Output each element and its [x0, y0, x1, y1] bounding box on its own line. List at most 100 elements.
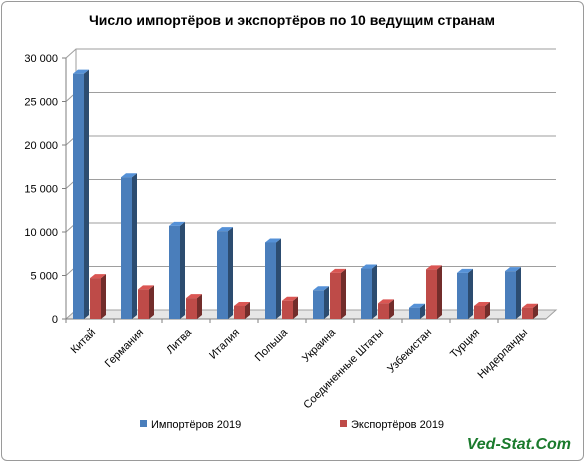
bar: [505, 267, 521, 319]
bar-front: [138, 289, 149, 319]
x-tick-label: Соединенные Штаты: [301, 327, 386, 412]
bar-top: [138, 285, 154, 290]
bar-top: [505, 267, 521, 272]
bar-side: [101, 274, 106, 319]
y-tick-label: 10 000: [24, 227, 58, 239]
bar-front: [522, 307, 533, 319]
bar-top: [474, 301, 490, 306]
y-tick-label: 25 000: [24, 97, 58, 109]
bar-front: [234, 305, 245, 319]
bar-front: [217, 231, 228, 319]
bar-side: [149, 285, 154, 319]
bar-top: [217, 227, 233, 232]
bar-top: [282, 296, 298, 301]
bar-side: [437, 265, 442, 319]
x-tick-label: Италия: [207, 327, 242, 362]
bar: [457, 268, 473, 319]
bar: [361, 264, 377, 319]
legend-label: Импортёров 2019: [151, 419, 241, 431]
legend: Импортёров 2019 Экспортёров 2019: [140, 419, 444, 431]
x-tick-label: Польша: [253, 326, 291, 364]
bar-front: [457, 272, 468, 319]
bar-side: [468, 268, 473, 319]
chart-title: Число импортёров и экспортёров по 10 вед…: [89, 12, 495, 28]
x-tick-label: Германия: [103, 327, 146, 370]
bar-side: [293, 296, 298, 319]
bar: [73, 69, 89, 319]
bar: [234, 301, 250, 319]
bar-side: [132, 173, 137, 319]
watermark: Ved-Stat.Com: [466, 436, 571, 453]
bar-front: [378, 303, 389, 319]
bar-top: [90, 274, 106, 279]
y-tick-label: 5 000: [30, 271, 58, 283]
bar-front: [90, 278, 101, 319]
bar-side: [245, 301, 250, 319]
bar: [330, 268, 346, 319]
bar: [378, 299, 394, 319]
bar-top: [522, 303, 538, 308]
bar-front: [426, 269, 437, 319]
x-tick-label: Украина: [300, 326, 339, 365]
bar-top: [378, 299, 394, 304]
bar: [409, 303, 425, 319]
y-tick-label: 20 000: [24, 140, 58, 152]
bar-top: [457, 268, 473, 273]
bar: [169, 221, 185, 319]
bar-top: [169, 221, 185, 226]
bar: [522, 303, 538, 319]
bar: [138, 285, 154, 319]
plot-area: 0 5 000 10 000 15 000 20 000 25 000 30 000 Кита…: [24, 48, 558, 412]
bar-front: [474, 305, 485, 319]
bar: [121, 173, 137, 319]
bar-top: [361, 264, 377, 269]
bar-side: [372, 264, 377, 319]
bar: [217, 227, 233, 319]
bar-top: [234, 301, 250, 306]
x-tick-label: Турция: [448, 327, 482, 361]
bar-side: [276, 238, 281, 319]
legend-swatch: [140, 420, 147, 427]
bar-front: [186, 298, 197, 319]
bar-front: [361, 268, 372, 319]
plot-wall: [66, 49, 556, 319]
legend-label: Экспортёров 2019: [351, 419, 444, 431]
bar-side: [485, 301, 490, 319]
bar-side: [533, 303, 538, 319]
bar-top: [426, 265, 442, 270]
bar-front: [73, 73, 84, 319]
bar: [90, 274, 106, 319]
x-tick-label: Нидерланды: [475, 327, 530, 382]
bar-front: [505, 271, 516, 319]
legend-swatch: [340, 420, 347, 427]
x-tick-label: Узбекистан: [385, 327, 434, 376]
bar-front: [409, 307, 420, 319]
bar: [426, 265, 442, 319]
bar-top: [409, 303, 425, 308]
bar-front: [265, 242, 276, 319]
bar-side: [197, 294, 202, 319]
y-tick-label: 0: [52, 314, 58, 326]
bar-front: [313, 290, 324, 319]
bar-side: [420, 303, 425, 319]
bar-front: [282, 300, 293, 319]
bar-top: [121, 173, 137, 178]
x-tick-label: Литва: [164, 326, 194, 356]
bar-side: [516, 267, 521, 319]
bar: [186, 294, 202, 319]
bar-front: [330, 272, 341, 319]
bar-side: [84, 69, 89, 319]
bar-top: [313, 286, 329, 291]
y-tick-label: 30 000: [24, 53, 58, 65]
bar-side: [324, 286, 329, 319]
bar-top: [73, 69, 89, 74]
bar-top: [330, 268, 346, 273]
bar-side: [180, 221, 185, 319]
bar: [474, 301, 490, 319]
bar-front: [121, 177, 132, 319]
y-tick-label: 15 000: [24, 184, 58, 196]
bar: [313, 286, 329, 319]
bar-front: [169, 225, 180, 319]
bar-side: [228, 227, 233, 319]
